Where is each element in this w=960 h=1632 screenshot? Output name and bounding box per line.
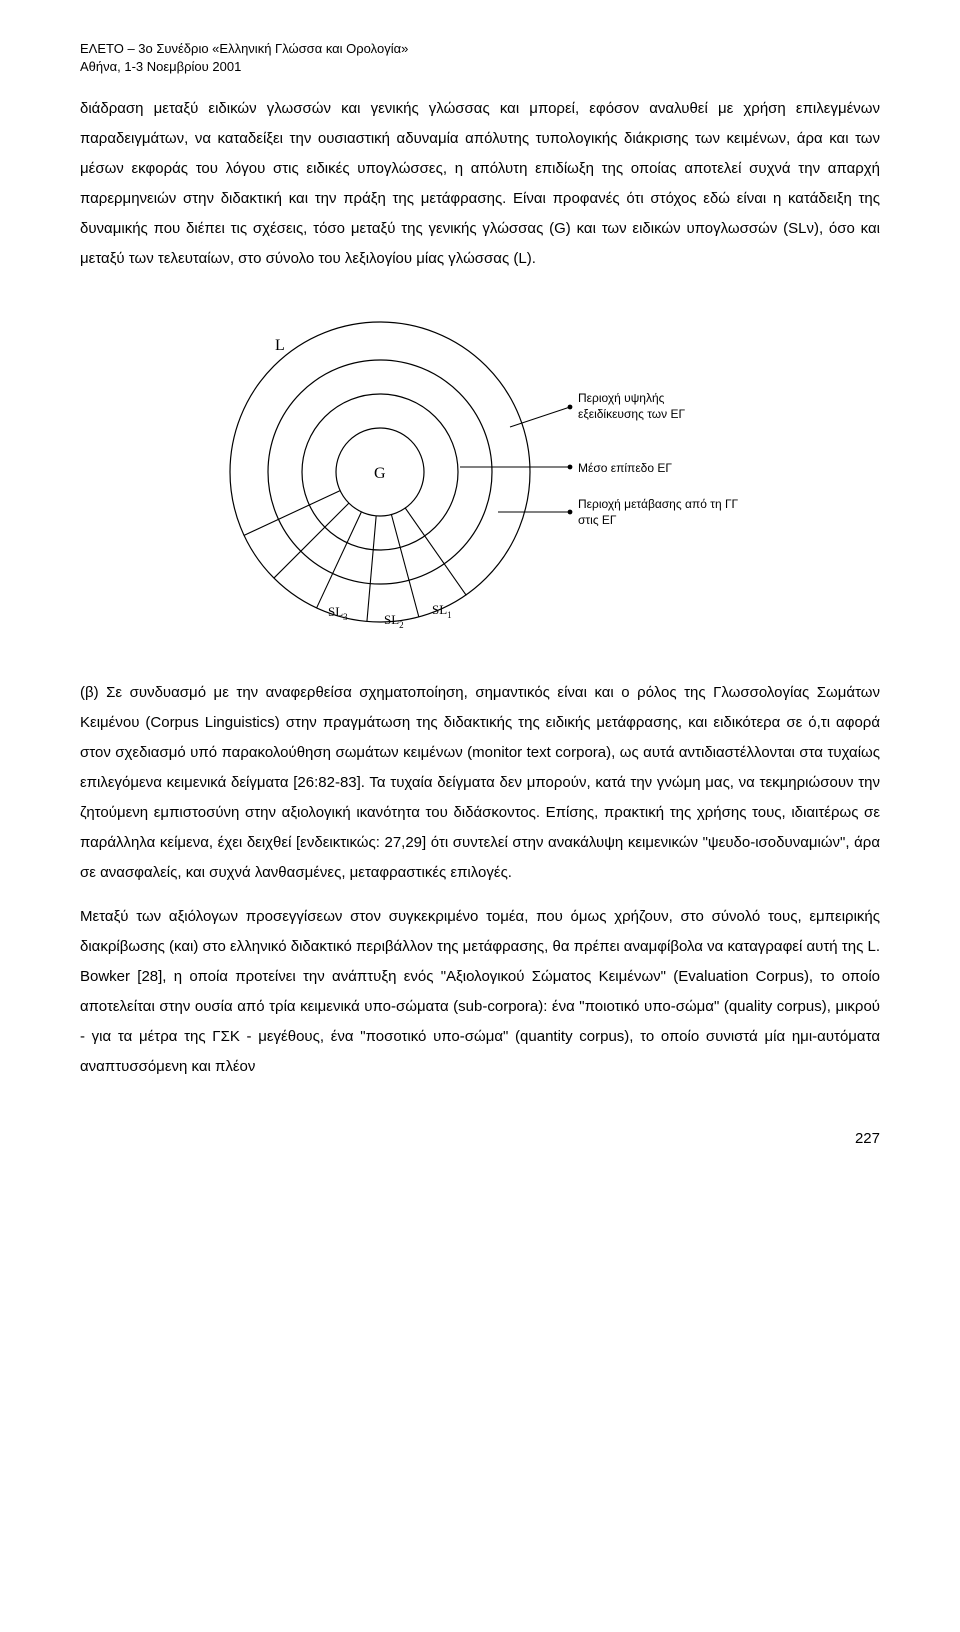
- radial-3: [367, 516, 376, 622]
- label-bottom-line2: στις ΕΓ: [578, 513, 617, 527]
- label-G: G: [374, 465, 386, 482]
- radial-1: [405, 508, 466, 595]
- header-line-1: ΕΛΕΤΟ – 3ο Συνέδριο «Ελληνική Γλώσσα και…: [80, 40, 880, 58]
- paragraph-3: Μεταξύ των αξιόλογων προσεγγίσεων στον σ…: [80, 902, 880, 1082]
- pointer-mid-dot: [568, 465, 573, 470]
- pointer-bot-dot: [568, 510, 573, 515]
- paragraph-1: διάδραση μεταξύ ειδικών γλωσσών και γενι…: [80, 94, 880, 274]
- diagram-svg: L G SL1 SL2 SL3 Περιοχή υψηλής εξειδίκευ…: [200, 302, 760, 642]
- label-bottom-line1: Περιοχή μετάβασης από τη ΓΓ: [578, 497, 739, 511]
- page-number: 227: [80, 1130, 880, 1147]
- label-SL3: SL3: [328, 604, 348, 622]
- radial-5: [274, 503, 349, 578]
- label-top-line2: εξειδίκευσης των ΕΓ: [578, 407, 685, 421]
- paragraph-2: (β) Σε συνδυασμό με την αναφερθείσα σχημ…: [80, 678, 880, 888]
- header-line-2: Αθήνα, 1-3 Νοεμβρίου 2001: [80, 58, 880, 76]
- label-L: L: [275, 337, 285, 354]
- document-header: ΕΛΕΤΟ – 3ο Συνέδριο «Ελληνική Γλώσσα και…: [80, 40, 880, 76]
- label-top-line1: Περιοχή υψηλής: [578, 391, 665, 405]
- label-middle: Μέσο επίπεδο ΕΓ: [578, 461, 672, 475]
- label-SL2: SL2: [384, 612, 404, 630]
- concentric-language-diagram: L G SL1 SL2 SL3 Περιοχή υψηλής εξειδίκευ…: [80, 302, 880, 642]
- radial-2: [391, 515, 418, 617]
- pointer-top-dot: [568, 405, 573, 410]
